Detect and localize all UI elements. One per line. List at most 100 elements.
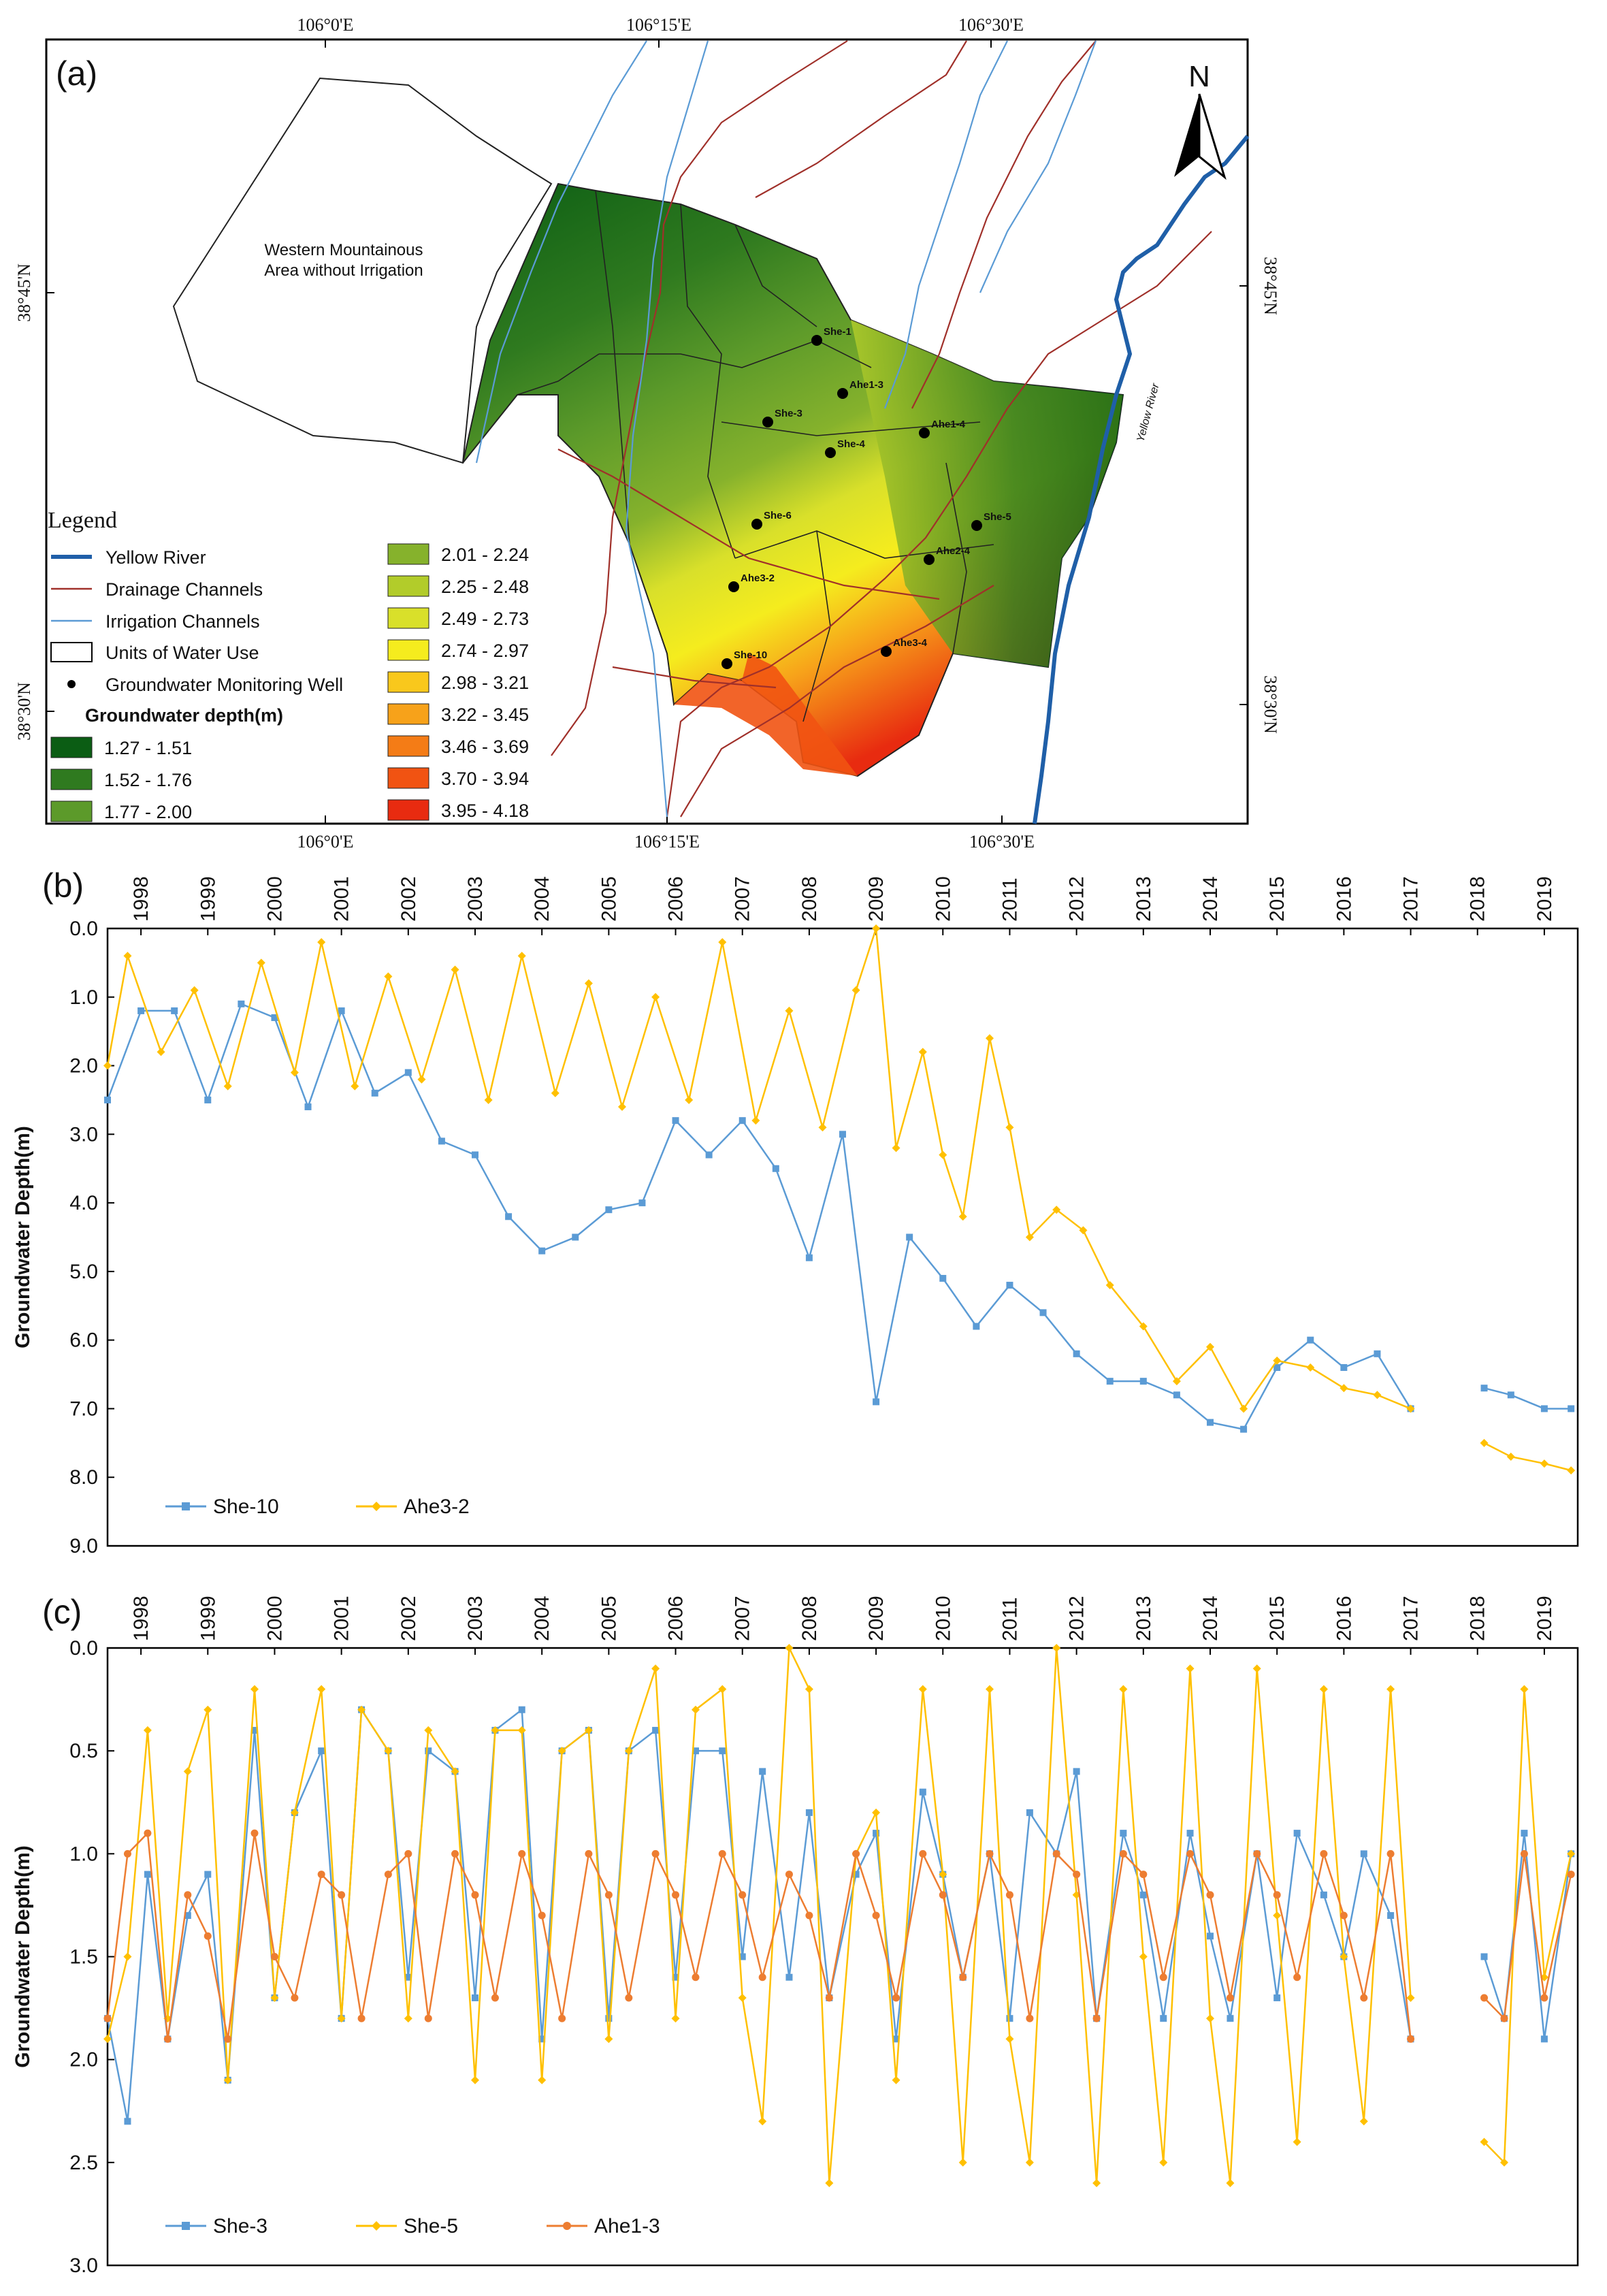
legend-class-label: 2.98 - 3.21	[441, 673, 529, 693]
data-point	[472, 1151, 478, 1159]
data-point	[1480, 1953, 1488, 1960]
legend-class-swatch	[387, 735, 429, 757]
data-point	[471, 2075, 479, 2084]
data-point	[425, 1747, 432, 1755]
data-point	[919, 1849, 927, 1858]
data-point	[892, 1144, 900, 1152]
legend-depth-title: Groundwater depth(m)	[85, 705, 283, 726]
data-point	[651, 992, 660, 1001]
region-label-line1: Western Mountainous	[264, 241, 423, 259]
legend-class-swatch	[387, 575, 429, 597]
series-line	[106, 1645, 1412, 2184]
x-tick-label: 1999	[197, 1596, 219, 1641]
legend-class-label: 2.74 - 2.97	[441, 641, 529, 661]
groundwater-depth-east	[851, 320, 1123, 667]
data-point	[124, 2118, 131, 2125]
data-point	[290, 1808, 299, 1817]
data-point	[1386, 1849, 1395, 1858]
data-point	[290, 1068, 299, 1077]
well-marker	[825, 447, 836, 458]
data-point	[1500, 2014, 1508, 2022]
legend-marker	[372, 2221, 381, 2231]
data-point	[517, 1726, 526, 1734]
legend-class-label: 1.77 - 2.00	[104, 802, 192, 822]
well-marker	[728, 581, 739, 592]
data-point	[759, 1768, 766, 1775]
data-point	[651, 1849, 660, 1858]
legend-item-well: Groundwater Monitoring Well	[105, 675, 343, 695]
data-point	[157, 1048, 165, 1056]
data-point	[1273, 1891, 1281, 1899]
data-point	[986, 1849, 994, 1858]
y-tick-label: 7.0	[69, 1397, 98, 1420]
data-point	[906, 1233, 913, 1241]
x-tick-label: 2016	[1333, 1596, 1355, 1641]
map-bottom-tick-0: 106°0'E	[297, 832, 354, 852]
data-point	[973, 1323, 980, 1330]
x-tick-label: 2017	[1400, 876, 1423, 922]
data-point	[825, 1994, 833, 2002]
data-point	[718, 1685, 727, 1694]
data-point	[123, 1952, 132, 1961]
data-point	[357, 1705, 366, 1714]
data-point	[1139, 1871, 1148, 1879]
data-point	[624, 1747, 633, 1756]
data-point	[818, 1123, 827, 1132]
data-point	[872, 1808, 881, 1817]
x-tick-label: 2008	[798, 1596, 821, 1641]
map-panel: (a) 106°0'E 106°15'E 106°30'E 106°0'E 10…	[14, 15, 1280, 852]
legend-label: Ahe3-2	[404, 1495, 470, 1518]
data-point	[1480, 1438, 1489, 1447]
data-point	[672, 1117, 679, 1125]
well-marker	[881, 646, 892, 657]
map-top-tick-2: 106°30'E	[958, 15, 1024, 35]
data-point	[1206, 1891, 1214, 1899]
data-point	[1005, 1891, 1013, 1899]
y-tick-label: 6.0	[69, 1329, 98, 1352]
legend-class-swatch	[387, 543, 429, 565]
data-point	[270, 1953, 278, 1960]
data-point	[484, 1095, 493, 1104]
data-point	[190, 986, 199, 995]
x-tick-label: 1998	[130, 876, 152, 922]
legend-class-label: 2.49 - 2.73	[441, 609, 529, 629]
data-point	[758, 2117, 767, 2126]
well-label: She-1	[824, 326, 851, 338]
data-point	[1186, 1849, 1195, 1858]
western-mountainous-area	[172, 77, 553, 464]
data-point	[1206, 2014, 1214, 2023]
data-point	[918, 1048, 927, 1056]
legend-marker	[182, 1502, 190, 1510]
data-point	[270, 1993, 279, 2002]
data-point	[224, 2035, 232, 2043]
map-panel-label: (a)	[56, 54, 97, 93]
data-point	[1206, 1342, 1214, 1351]
legend-class-label: 3.70 - 3.94	[441, 769, 529, 789]
data-point	[604, 2035, 613, 2043]
data-point	[939, 1891, 947, 1899]
data-point	[1006, 2015, 1013, 2022]
data-point	[918, 1685, 927, 1694]
x-tick-label: 2001	[331, 1596, 353, 1641]
data-point	[317, 1685, 326, 1694]
well-marker	[971, 520, 982, 531]
x-tick-label: 2003	[464, 1596, 487, 1641]
data-point	[1507, 1391, 1514, 1399]
data-point	[672, 1973, 679, 1981]
y-tick-label: 2.0	[69, 2049, 98, 2071]
data-point	[338, 1891, 346, 1899]
x-tick-label: 2016	[1333, 876, 1355, 922]
data-point	[892, 1994, 900, 2002]
data-point	[184, 1912, 191, 1920]
data-point	[1406, 1404, 1415, 1413]
data-point	[738, 1993, 747, 2002]
data-point	[1273, 1356, 1282, 1365]
y-tick-label: 0.0	[69, 918, 98, 940]
x-tick-label: 2005	[598, 1596, 620, 1641]
series-line	[1484, 1387, 1572, 1410]
drainage-channels	[551, 40, 1212, 818]
well-label: Ahe3-4	[893, 637, 928, 649]
map-left-tick-1: 38°30'N	[14, 682, 34, 741]
map-top-tick-1: 106°15'E	[626, 15, 692, 35]
